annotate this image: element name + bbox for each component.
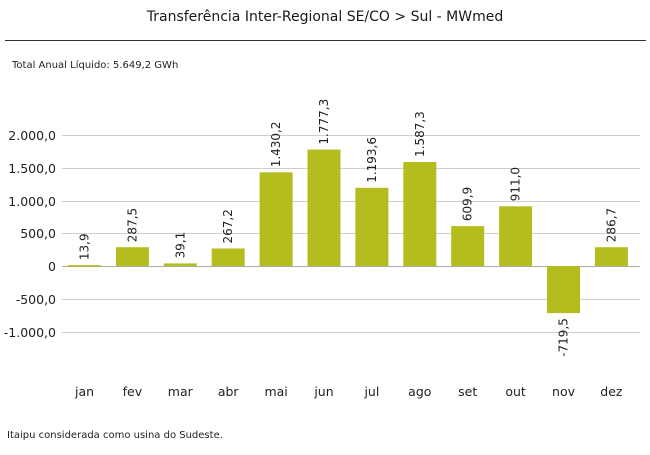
y-tick-label: 1.000,0 [8,194,56,209]
bar [355,187,389,266]
bar [307,149,341,266]
bar [451,226,485,266]
x-tick-label: jan [74,384,94,399]
bar [68,265,101,267]
y-tick-label: -1.000,0 [4,325,56,340]
x-axis-ticks: jan fev mar abr mai jun jul ago set out nov dez [74,384,623,399]
x-tick-label: dez [600,384,623,399]
y-tick-label: 1.500,0 [8,161,56,176]
bar [403,162,437,266]
grid-lines [62,135,640,333]
y-axis-ticks: -1.000,0 -500,0 0 500,0 1.000,0 1.500,0 2.000,… [4,128,56,340]
y-tick-label: -500,0 [16,292,56,307]
data-label: 13,9 [78,233,92,260]
y-tick-label: 2.000,0 [8,128,56,143]
y-tick-label: 0 [48,259,56,274]
bar [163,263,197,266]
x-tick-label: mai [264,384,287,399]
x-tick-label: jun [313,384,333,399]
x-tick-label: jul [363,384,379,399]
footnote: Itaipu considerada como usina do Sudeste… [7,430,223,441]
data-label: 609,9 [461,187,475,221]
title-divider [5,40,646,41]
bar [115,247,149,266]
data-label: 1.193,6 [365,137,379,183]
x-tick-label: fev [123,384,143,399]
bar [259,172,293,266]
data-label: 267,2 [221,209,235,243]
data-label: 39,1 [173,232,187,259]
bar [211,248,245,266]
data-label: 287,5 [125,208,139,242]
data-labels: 13,9 287,5 39,1 267,2 1.430,2 1.777,3 1.193,6 1… [78,99,619,357]
annual-total-label: Total Anual Líquido: 5.649,2 GWh [12,60,179,71]
x-tick-label: mar [168,384,194,399]
chart-title: Transferência Inter-Regional SE/CO > Sul… [146,9,504,25]
x-tick-label: nov [552,384,576,399]
x-tick-label: ago [408,384,431,399]
x-tick-label: abr [218,384,240,399]
y-tick-label: 500,0 [20,226,56,241]
data-label: 911,0 [509,167,523,201]
bar [499,206,533,266]
x-tick-label: out [505,384,526,399]
data-label: 1.777,3 [317,99,331,145]
data-label: 1.430,2 [269,121,283,167]
data-label: 1.587,3 [413,111,427,157]
data-label: 286,7 [604,208,618,242]
data-label: -719,5 [557,318,571,357]
bar [594,247,628,266]
bar [547,266,580,314]
bars [68,149,628,314]
x-tick-label: set [458,384,477,399]
